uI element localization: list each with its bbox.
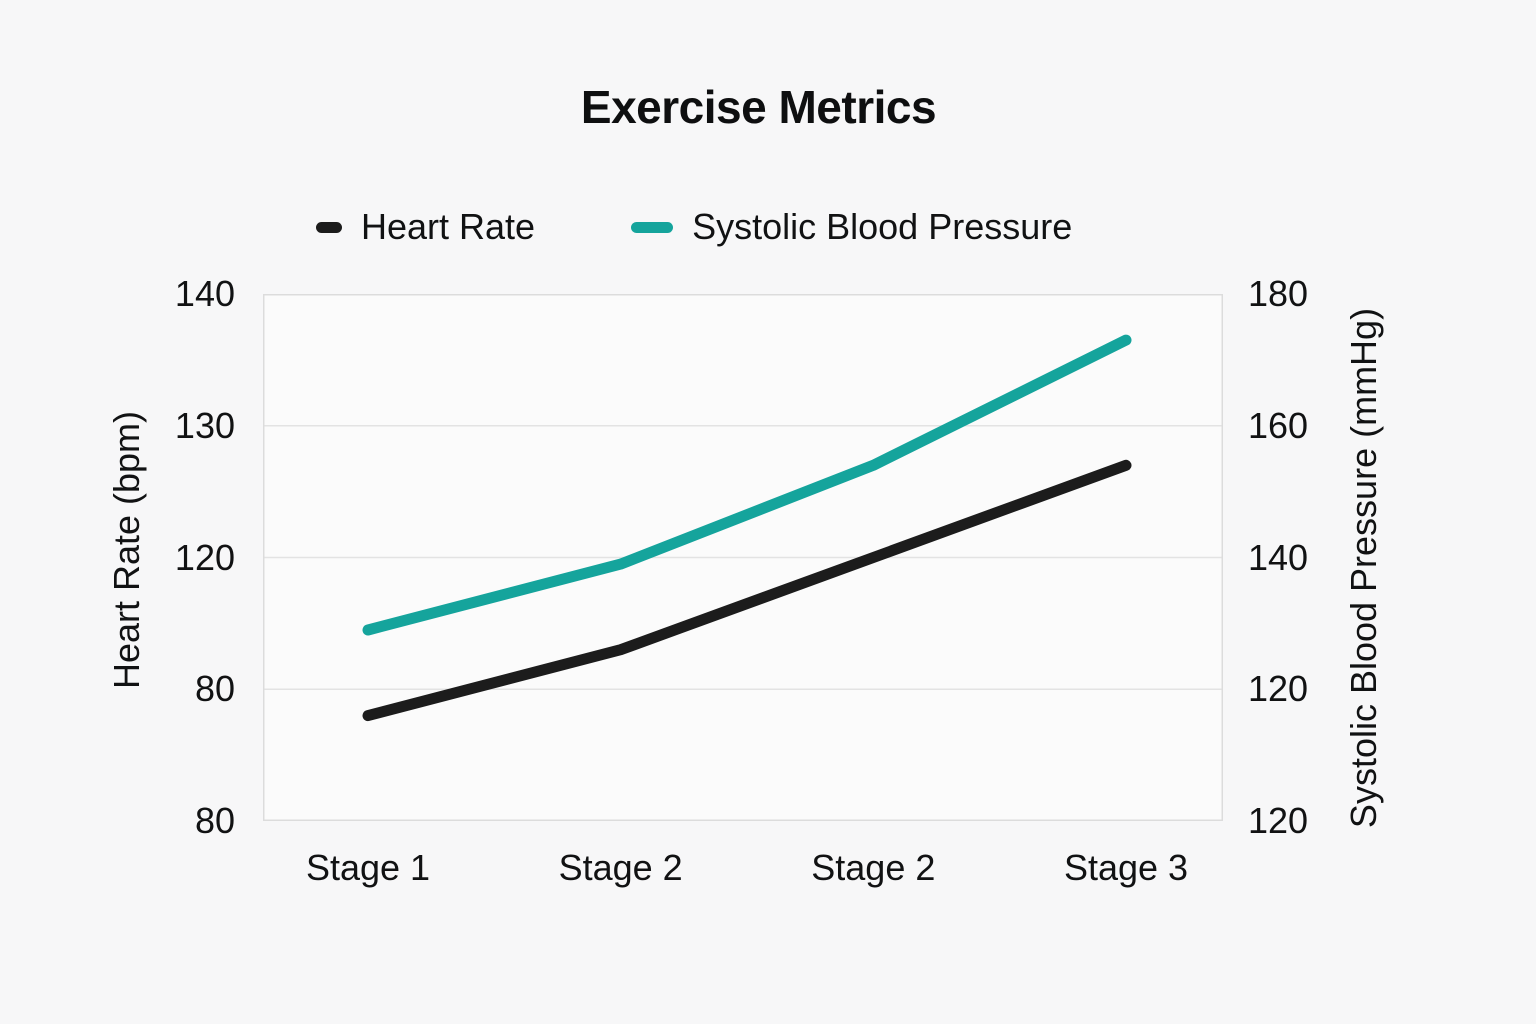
y-tick-label-left: 120: [174, 536, 235, 578]
chart-title: Exercise Metrics: [580, 81, 937, 133]
legend: Heart Rate Systolic Blood Pressure: [316, 204, 1072, 250]
y-tick-label-left: 80: [194, 800, 235, 841]
plot-area: [263, 294, 1223, 821]
y-tick-label-right: 120: [1248, 800, 1309, 841]
y-tick-label-right: 160: [1248, 404, 1309, 446]
legend-item-systolic-blood-pressure: Systolic Blood Pressure: [631, 209, 1072, 245]
legend-label-systolic-blood-pressure: Systolic Blood Pressure: [692, 206, 1073, 247]
plot-border: [263, 294, 1223, 821]
y-tick-label-right: 120: [1248, 668, 1309, 710]
y-axis-left-ticks: 140 130 120 80 80: [75, 276, 235, 839]
line-chart-svg: [263, 294, 1223, 821]
y-axis-left-title: Heart Rate (bpm): [106, 410, 147, 690]
y-tick-label-left: 130: [174, 404, 235, 446]
x-tick-label: Stage 2: [558, 847, 683, 888]
y-tick-label-right: 180: [1248, 273, 1309, 314]
systolic-blood-pressure-line: [362, 334, 1132, 636]
legend-item-heart-rate: Heart Rate: [316, 209, 535, 245]
heart-rate-line: [362, 459, 1132, 722]
x-axis-ticks: Stage 1 Stage 2 Stage 2 Stage 3: [263, 846, 1223, 890]
y-axis-right-ticks: 180 160 140 120 120: [1248, 276, 1408, 839]
x-tick-label: Stage 3: [1063, 847, 1189, 888]
y-tick-label-right: 140: [1248, 536, 1309, 578]
x-tick-label: Stage 2: [811, 847, 936, 888]
y-tick-label-left: 80: [194, 668, 235, 710]
systolic-blood-pressure-swatch-icon: [631, 221, 674, 233]
heart-rate-swatch-icon: [316, 221, 342, 233]
x-tick-label: Stage 1: [305, 847, 431, 888]
legend-label-heart-rate: Heart Rate: [361, 206, 536, 247]
y-axis-right-title: Systolic Blood Pressure (mmHg): [1343, 307, 1384, 829]
y-tick-label-left: 140: [174, 273, 235, 314]
